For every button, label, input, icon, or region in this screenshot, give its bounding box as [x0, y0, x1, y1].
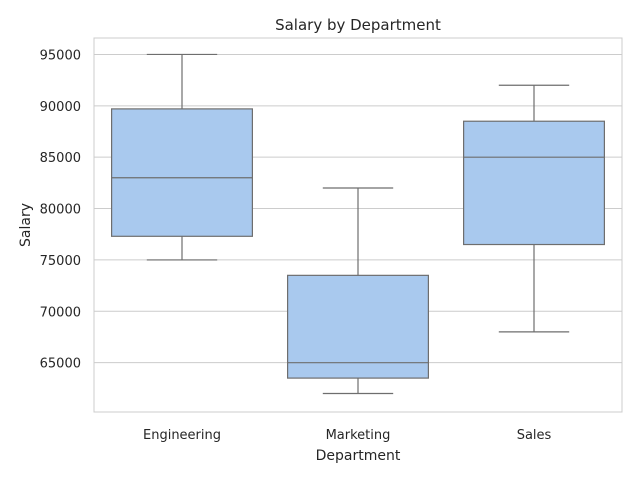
- y-tick-label: 70000: [40, 305, 81, 320]
- y-tick-label: 85000: [40, 151, 81, 166]
- x-tick-label: Engineering: [143, 428, 221, 443]
- iqr-box: [463, 120, 606, 246]
- y-tick-label: 75000: [40, 254, 81, 269]
- box-engineering: [110, 53, 254, 261]
- x-tick-label: Sales: [517, 428, 552, 443]
- y-tick-label: 90000: [40, 100, 81, 115]
- y-axis-label: Salary: [18, 203, 34, 247]
- iqr-box: [110, 108, 254, 237]
- x-axis-label: Department: [316, 448, 401, 464]
- y-tick-label: 65000: [40, 357, 81, 372]
- chart-title: Salary by Department: [275, 16, 441, 34]
- y-tick-label: 95000: [40, 48, 81, 63]
- box-sales: [463, 84, 606, 333]
- x-tick-labels: Engineering Marketing Sales: [143, 428, 552, 443]
- plot-area-frame: [93, 37, 623, 413]
- y-tick-labels: 65000 70000 75000 80000 85000 90000 95000: [40, 48, 81, 371]
- y-tick-label: 80000: [40, 203, 81, 218]
- box-marketing: [287, 187, 430, 395]
- iqr-box: [287, 274, 430, 379]
- boxes: [110, 53, 606, 395]
- x-tick-label: Marketing: [326, 428, 391, 443]
